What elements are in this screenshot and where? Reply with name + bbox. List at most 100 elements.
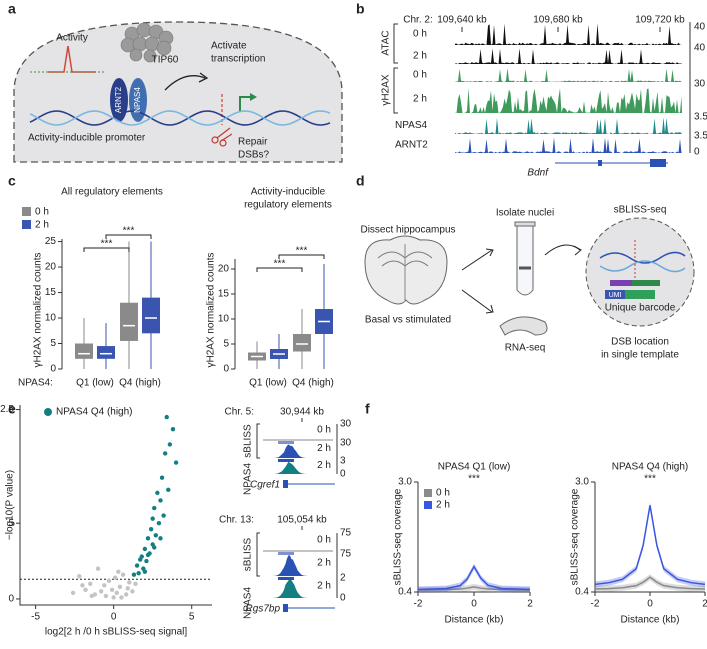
peak-call xyxy=(278,577,294,580)
chart-title: regulatory elements xyxy=(244,200,332,211)
box xyxy=(97,346,115,359)
point xyxy=(111,595,116,600)
sig-bracket xyxy=(256,267,303,272)
point xyxy=(120,572,126,577)
point xyxy=(95,566,101,571)
band xyxy=(418,583,530,593)
point xyxy=(136,570,141,576)
point xyxy=(150,516,155,521)
scale-label: 0 xyxy=(694,147,700,158)
bracket xyxy=(256,532,260,577)
y-tick-label: 15 xyxy=(218,289,230,300)
text: ARNT2 xyxy=(114,86,123,113)
group-label: ATAC xyxy=(381,30,392,55)
legend-label: 2 h xyxy=(35,220,49,231)
signal-track xyxy=(263,444,333,458)
point xyxy=(142,569,148,574)
point xyxy=(152,545,157,550)
point xyxy=(145,536,151,541)
x-tick-label: Q1 (low) xyxy=(249,378,287,389)
axis-label: Distance (kb) xyxy=(445,615,504,626)
dna-strand xyxy=(29,110,331,126)
dna-strand xyxy=(29,110,331,126)
point xyxy=(148,527,154,532)
exon xyxy=(283,480,288,488)
track-label: 2 h xyxy=(317,443,331,454)
x-tick-label: -5 xyxy=(31,612,40,623)
track-label: 0 h xyxy=(413,70,427,81)
group-label: NPAS4 xyxy=(243,587,254,619)
point xyxy=(130,589,135,594)
point xyxy=(159,475,165,480)
scale-label: 75 xyxy=(340,549,352,560)
panel-label: b xyxy=(356,1,365,17)
point xyxy=(127,580,132,585)
x-tick-label: Q1 (low) xyxy=(76,378,114,389)
sig-bracket xyxy=(105,234,152,239)
text: Unique barcode xyxy=(605,303,676,314)
y-tick-label: 5 xyxy=(223,339,229,350)
axis-label: Distance (kb) xyxy=(621,615,680,626)
y-tick-label: 0.4 xyxy=(398,587,412,598)
text: NPAS4 xyxy=(133,87,142,113)
panel-label: a xyxy=(8,1,16,17)
group-label: sBLISS xyxy=(243,424,254,458)
line xyxy=(417,565,531,591)
peak-call xyxy=(278,459,294,462)
point xyxy=(167,442,173,447)
text: Chr. 13: xyxy=(219,515,254,526)
group-label: sBLISS xyxy=(243,538,254,572)
text: Dissect hippocampus xyxy=(360,225,455,236)
position-label: 109,720 kb xyxy=(635,15,685,26)
sig-bracket xyxy=(83,247,130,252)
x-tick-label: -2 xyxy=(591,599,600,610)
text: Chr. 2: xyxy=(403,15,432,26)
x-tick-label: 2 xyxy=(527,599,533,610)
text: Repair xyxy=(238,137,268,148)
y-tick-label: 20 xyxy=(45,262,57,273)
point xyxy=(158,536,163,541)
track-label: 2 h xyxy=(317,558,331,569)
point xyxy=(145,552,151,558)
point xyxy=(70,590,76,596)
significance: *** xyxy=(101,239,113,250)
track-label: 2 h xyxy=(413,51,427,62)
point xyxy=(102,583,107,588)
panel-a-art xyxy=(13,21,343,163)
x-tick-label: 5 xyxy=(189,612,195,623)
axis-label: γH2AX normalized counts xyxy=(206,252,217,367)
legend-swatch xyxy=(22,220,31,229)
x-tick-label: 2 xyxy=(702,599,707,610)
panel-label: e xyxy=(8,401,16,417)
signal-track xyxy=(263,555,333,576)
scale-label: 3.5 xyxy=(694,131,707,142)
scale-label: 0 xyxy=(340,469,346,480)
gene-name: Rgs7bp xyxy=(246,604,281,615)
point xyxy=(77,574,82,579)
bracket xyxy=(256,423,260,459)
text: NPAS4: xyxy=(18,378,53,389)
point xyxy=(162,451,168,456)
box xyxy=(293,334,311,352)
exon xyxy=(650,159,666,167)
point xyxy=(166,487,171,493)
scale-label: 30 xyxy=(340,438,352,449)
legend-label: 0 h xyxy=(436,488,450,499)
scale-label: 40 xyxy=(694,22,706,33)
text: Activity xyxy=(56,33,88,44)
point xyxy=(142,546,148,552)
point xyxy=(113,575,118,580)
y-tick-label: 10 xyxy=(45,313,57,324)
text: TIP60 xyxy=(152,55,179,66)
y-tick-label: 5 xyxy=(8,518,14,529)
point xyxy=(131,572,137,577)
legend-label: 2 h xyxy=(436,500,450,511)
y-tick-label: 5 xyxy=(50,338,56,349)
y-tick-label: 0.4 xyxy=(575,587,589,598)
scale-label: 30 xyxy=(694,79,706,90)
panel-d-art xyxy=(364,217,695,336)
significance: *** xyxy=(468,474,480,485)
signal-track xyxy=(455,23,682,45)
track-label: 2 h xyxy=(317,460,331,471)
y-tick-label: 0 xyxy=(8,594,14,605)
